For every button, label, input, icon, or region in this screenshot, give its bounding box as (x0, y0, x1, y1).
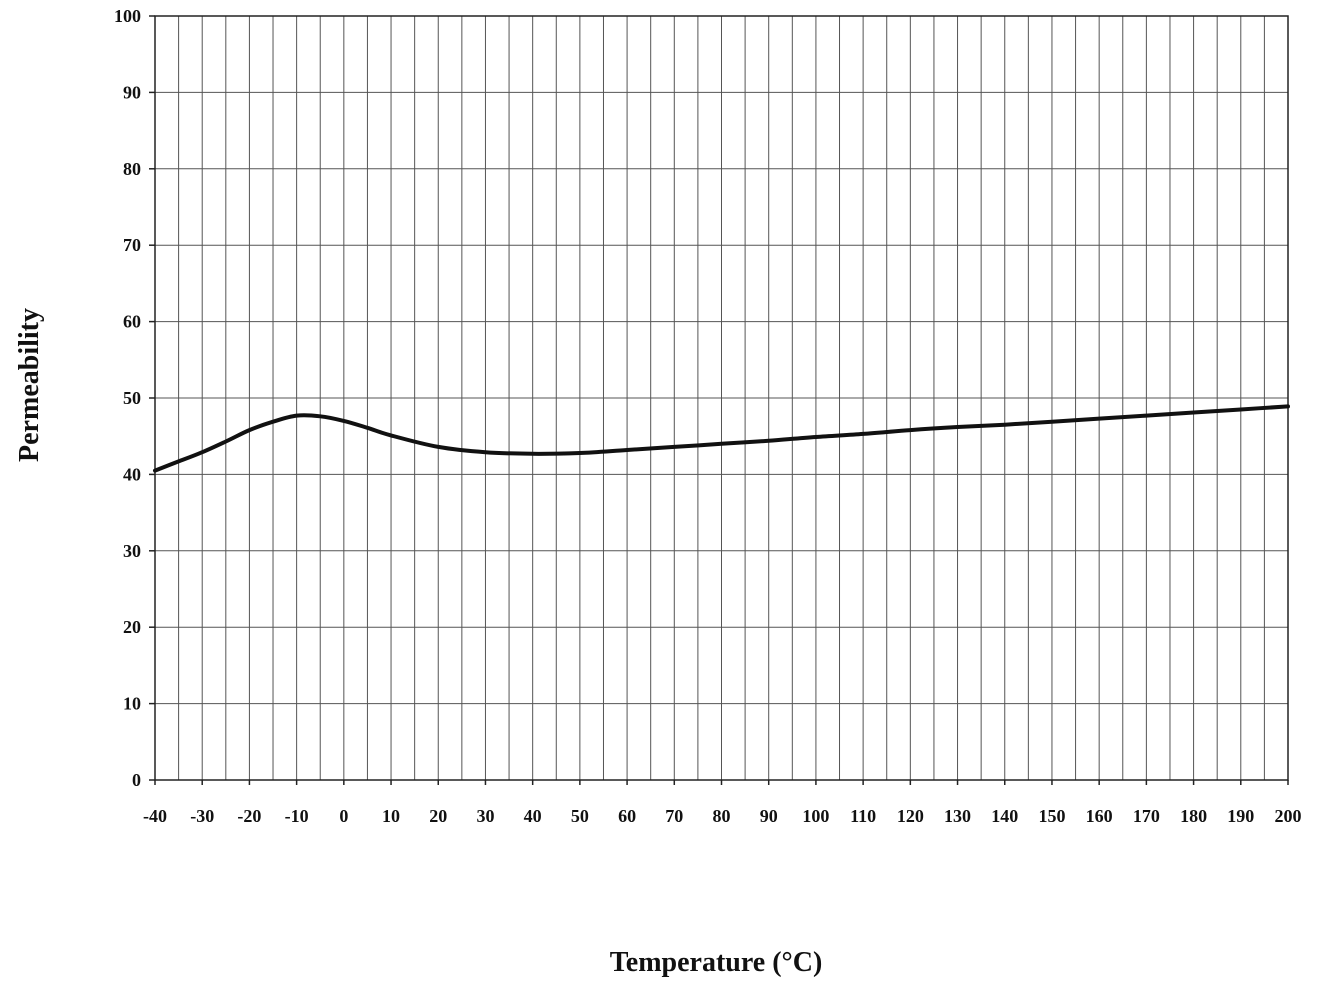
x-tick-label: -40 (143, 806, 167, 826)
x-tick-label: 50 (571, 806, 589, 826)
x-tick-label: 60 (618, 806, 636, 826)
series-line (153, 404, 1290, 473)
series-group (153, 404, 1290, 473)
x-tick-label: 110 (850, 806, 876, 826)
x-tick-label: 200 (1275, 806, 1302, 826)
x-tick-label: 120 (897, 806, 924, 826)
y-axis-label: Permeability (14, 308, 45, 462)
x-tick-label: -20 (237, 806, 261, 826)
y-tick-label: 20 (123, 617, 141, 637)
x-tick-label: 140 (991, 806, 1018, 826)
y-tick-label: 70 (123, 235, 141, 255)
x-tick-label: 190 (1227, 806, 1254, 826)
y-tick-label: 10 (123, 694, 141, 714)
y-tick-label: 60 (123, 312, 141, 332)
x-tick-label: 40 (524, 806, 542, 826)
y-tick-label: 0 (132, 770, 141, 790)
x-tick-label: 150 (1038, 806, 1065, 826)
x-axis-label: Temperature (°C) (610, 947, 823, 978)
x-tick-label: 100 (802, 806, 829, 826)
y-tick-label: 90 (123, 82, 141, 102)
y-axis-ticks: 0 10 20 30 40 50 60 70 80 90 100 (114, 6, 155, 790)
x-tick-label: 170 (1133, 806, 1160, 826)
y-tick-label: 100 (114, 6, 141, 26)
x-tick-label: 180 (1180, 806, 1207, 826)
x-tick-label: 130 (944, 806, 971, 826)
grid-lines (154, 15, 1289, 781)
x-tick-label: 30 (476, 806, 494, 826)
x-tick-label: 10 (382, 806, 400, 826)
x-tick-label: 80 (713, 806, 731, 826)
x-tick-label: -30 (190, 806, 214, 826)
y-tick-label: 50 (123, 388, 141, 408)
x-tick-label: 70 (665, 806, 683, 826)
x-tick-label: -10 (285, 806, 309, 826)
y-tick-label: 40 (123, 464, 141, 484)
y-tick-label: 30 (123, 541, 141, 561)
x-tick-label: 0 (339, 806, 348, 826)
y-tick-label: 80 (123, 159, 141, 179)
x-tick-label: 20 (429, 806, 447, 826)
x-tick-label: 90 (760, 806, 778, 826)
x-tick-label: 160 (1086, 806, 1113, 826)
x-axis-ticks: -40 -30 -20 -10 0 10 20 30 40 50 60 70 80 90 100 110 120… (143, 780, 1302, 826)
